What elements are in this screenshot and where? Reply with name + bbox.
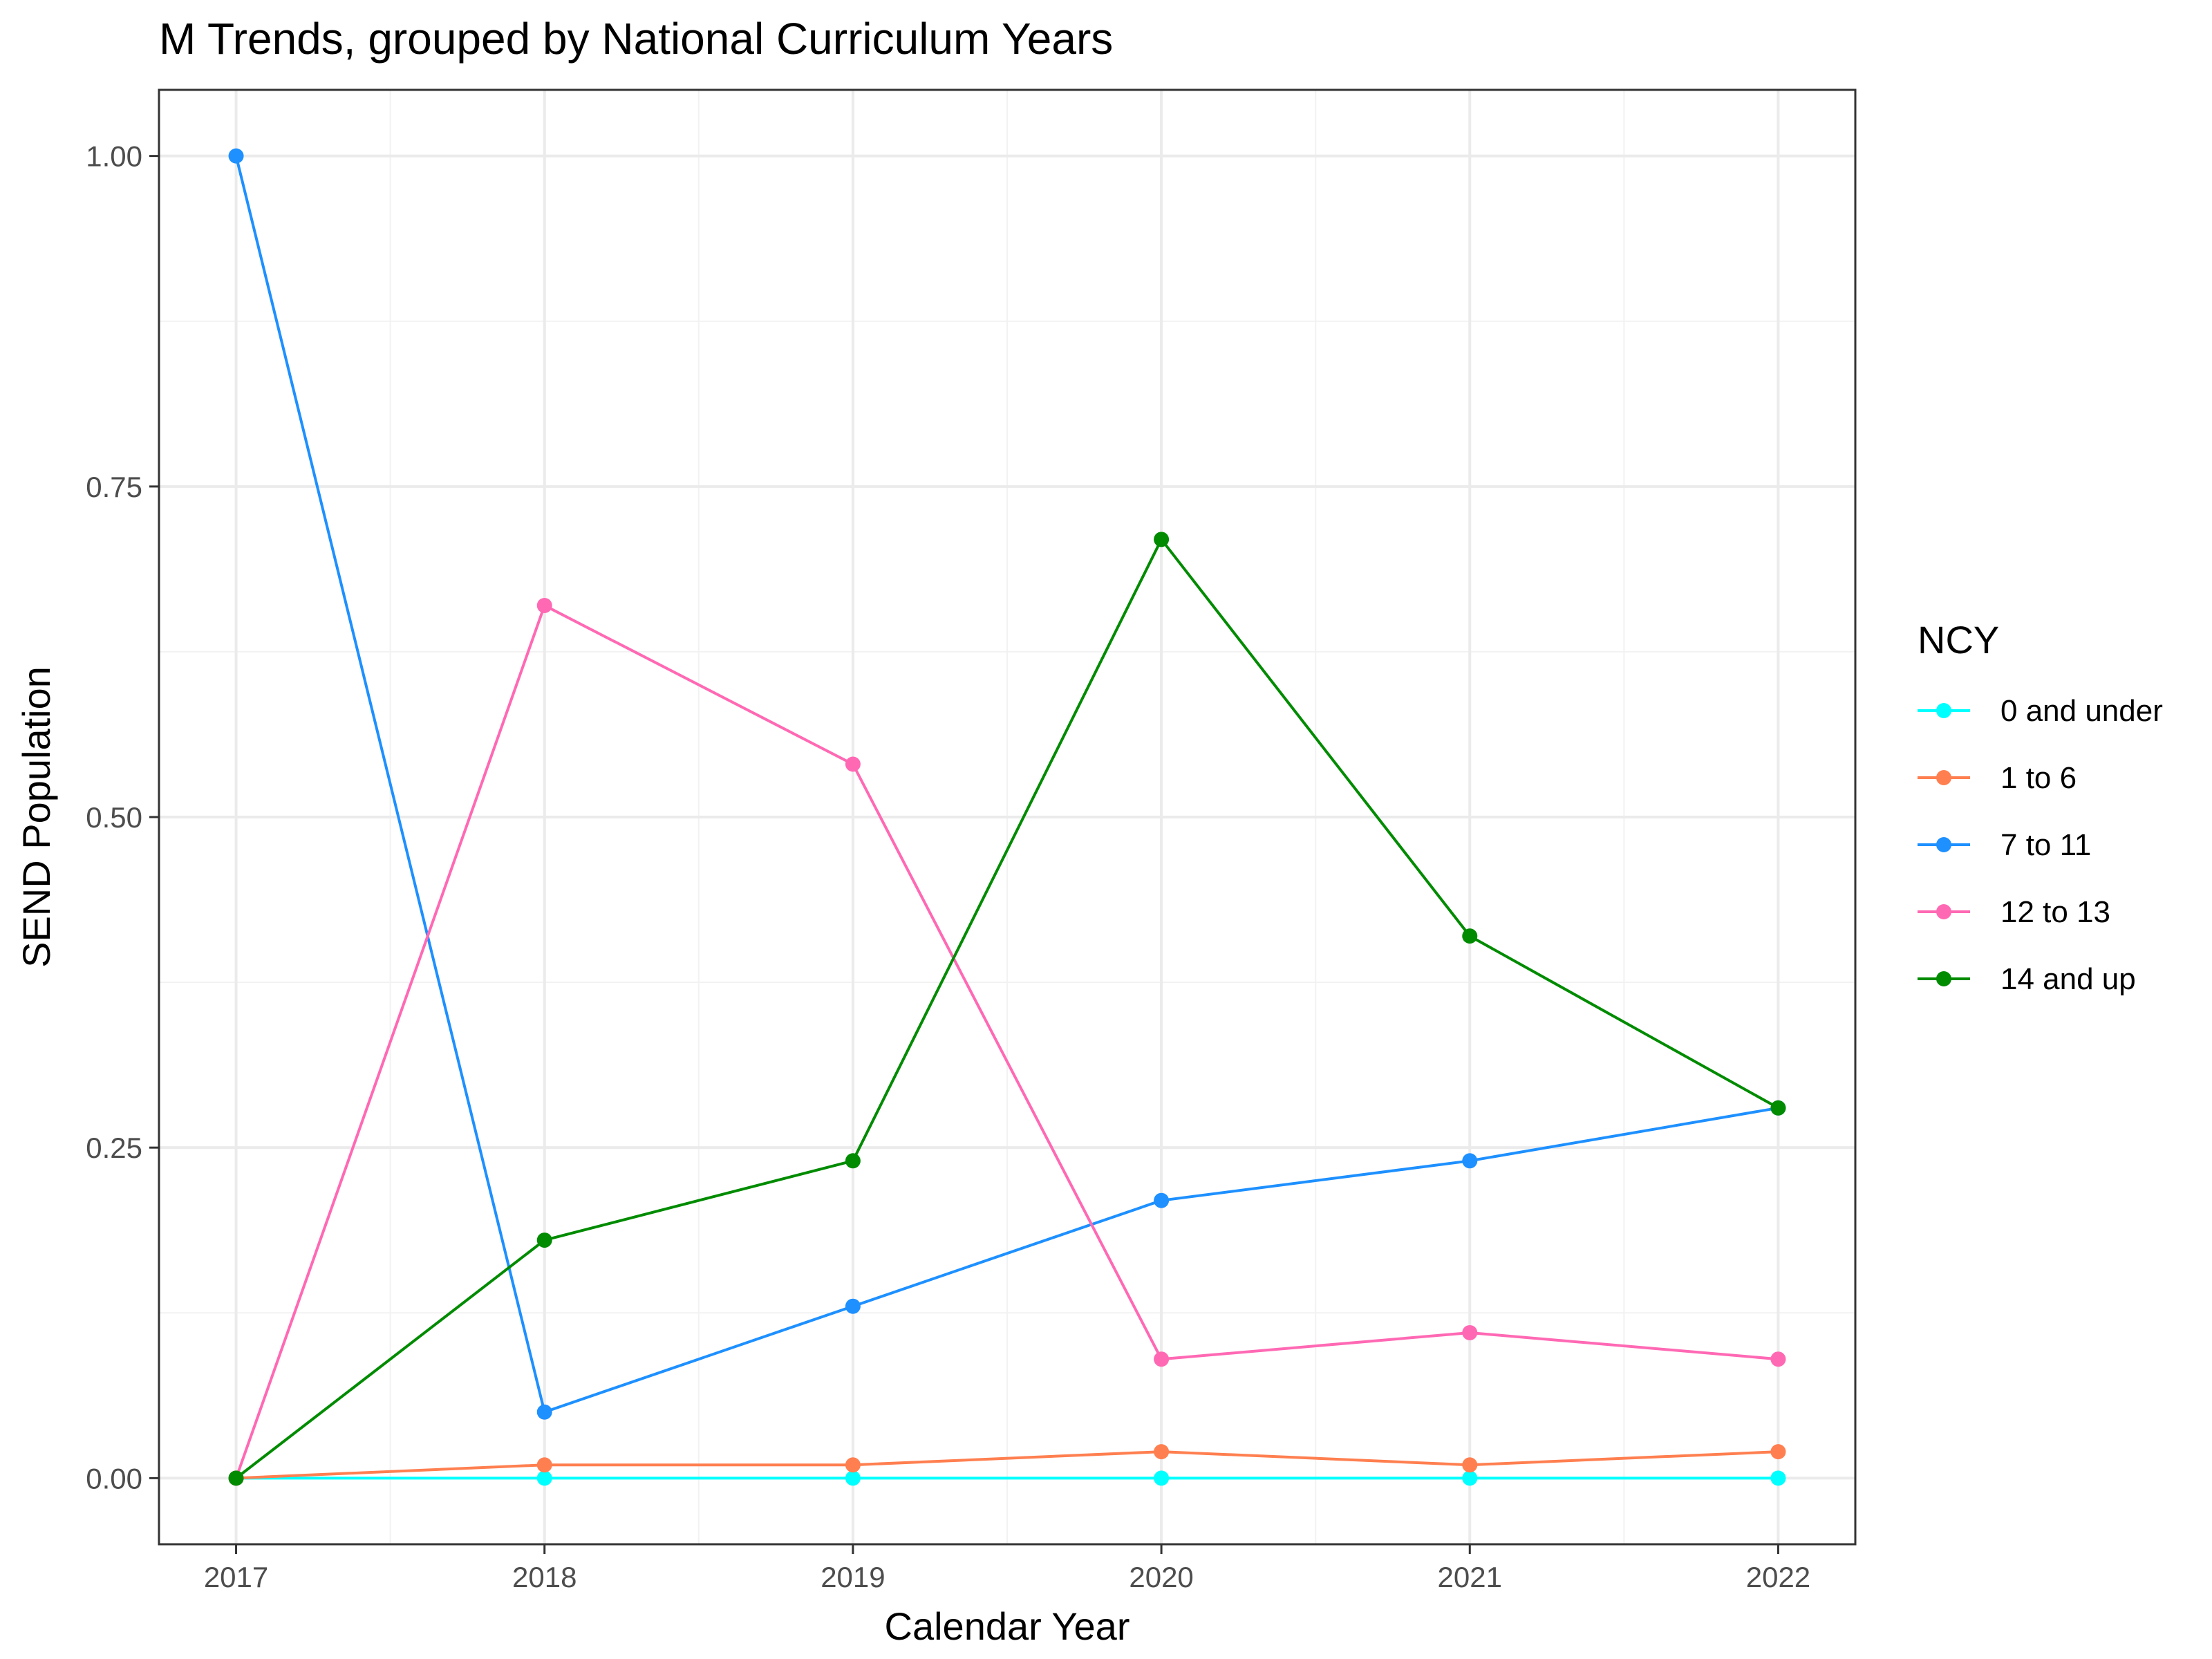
legend-label: 0 and under xyxy=(2000,694,2163,728)
legend-label: 12 to 13 xyxy=(2000,895,2110,929)
data-point xyxy=(1462,928,1478,944)
data-point xyxy=(1154,1444,1170,1460)
legend-key-point xyxy=(1936,904,1951,919)
series-line xyxy=(234,603,1779,1479)
legend-key-point xyxy=(1936,971,1951,986)
data-point xyxy=(536,1470,552,1486)
data-point xyxy=(1154,1192,1170,1208)
data-point xyxy=(536,1404,552,1420)
x-axis: 2017 2018 2019 2020 2021 2022 xyxy=(204,1544,1810,1593)
series-line xyxy=(236,1450,1779,1480)
data-point xyxy=(1770,1351,1786,1367)
data-point xyxy=(536,1457,552,1473)
legend-label: 1 to 6 xyxy=(2000,761,2077,795)
y-axis: 0.00 0.25 0.50 0.75 1.00 xyxy=(86,140,159,1494)
data-point xyxy=(1770,1470,1786,1486)
data-point xyxy=(1462,1470,1478,1486)
data-point xyxy=(536,597,552,613)
legend-key-point xyxy=(1936,703,1951,718)
data-point xyxy=(845,1298,861,1314)
legend-item: 12 to 13 xyxy=(1918,895,2110,929)
data-point xyxy=(536,1232,552,1248)
legend-label: 7 to 11 xyxy=(2000,828,2091,862)
legend-item: 14 and up xyxy=(1918,962,2136,996)
x-axis-title: Calendar Year xyxy=(885,1604,1130,1648)
series-group xyxy=(228,148,1786,1486)
x-tick-label: 2017 xyxy=(204,1561,268,1593)
data-point xyxy=(845,1470,861,1486)
data-point xyxy=(845,1153,861,1169)
data-point xyxy=(228,1470,244,1486)
legend-label: 14 and up xyxy=(2000,962,2136,996)
legend-title: NCY xyxy=(1918,618,1999,662)
data-point xyxy=(1154,532,1170,547)
data-point xyxy=(1770,1444,1786,1460)
legend-item: 0 and under xyxy=(1918,694,2163,728)
legend-key-point xyxy=(1936,770,1951,785)
data-point xyxy=(845,1457,861,1473)
y-tick-label: 0.50 xyxy=(86,801,142,834)
data-point xyxy=(1154,1470,1170,1486)
data-point xyxy=(1154,1351,1170,1367)
data-point xyxy=(1770,1100,1786,1116)
legend: 0 and under 1 to 6 7 to 11 12 to 13 14 and u… xyxy=(1918,694,2163,996)
x-tick-label: 2022 xyxy=(1746,1561,1810,1593)
x-tick-label: 2019 xyxy=(821,1561,885,1593)
data-point xyxy=(845,756,861,772)
y-tick-label: 1.00 xyxy=(86,140,142,173)
x-tick-label: 2020 xyxy=(1129,1561,1193,1593)
x-tick-label: 2018 xyxy=(512,1561,577,1593)
y-axis-title: SEND Population xyxy=(15,666,58,968)
series-line xyxy=(235,538,1779,1479)
data-point xyxy=(228,148,244,164)
y-tick-label: 0.00 xyxy=(86,1462,142,1494)
chart-title: M Trends, grouped by National Curriculum… xyxy=(159,14,1113,64)
y-tick-label: 0.75 xyxy=(86,471,142,503)
y-tick-label: 0.25 xyxy=(86,1132,142,1164)
series-line xyxy=(234,156,1779,1414)
legend-item: 7 to 11 xyxy=(1918,828,2091,862)
x-tick-label: 2021 xyxy=(1438,1561,1502,1593)
data-point xyxy=(1462,1324,1478,1340)
data-point xyxy=(1462,1457,1478,1473)
data-point xyxy=(1462,1153,1478,1169)
legend-item: 1 to 6 xyxy=(1918,761,2077,795)
legend-key-point xyxy=(1936,837,1951,852)
